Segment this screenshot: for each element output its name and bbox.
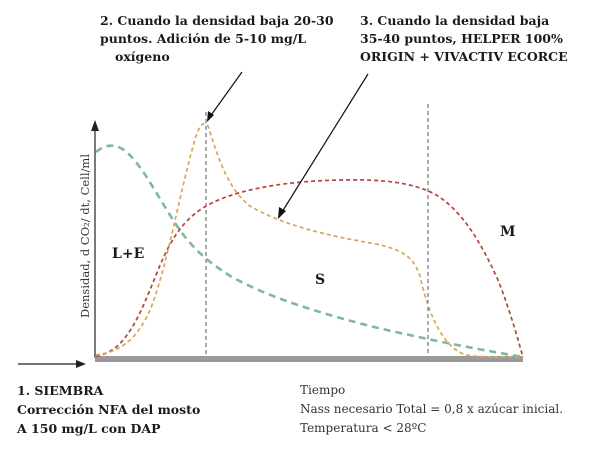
entry-arrowhead bbox=[76, 360, 86, 368]
y-axis-label: Densidad, d CO₂/ dt, Cell/ml bbox=[78, 154, 92, 318]
time-baseline bbox=[95, 356, 523, 362]
annotation-arrow-3 bbox=[281, 73, 369, 213]
step1-line3: A 150 mg/L con DAP bbox=[17, 421, 161, 436]
step2-line2: puntos. Adición de 5-10 mg/L bbox=[100, 31, 307, 46]
phase-label-le: L+E bbox=[112, 246, 145, 262]
step3-line3: ORIGIN + VIVACTIV ECORCE bbox=[360, 49, 568, 64]
step1-line1: 1. SIEMBRA bbox=[17, 383, 104, 398]
step3-line2: 35-40 puntos, HELPER 100% bbox=[360, 31, 563, 46]
step1-line2: Corrección NFA del mosto bbox=[17, 402, 201, 417]
annotation-step-1: 1. SIEMBRA Corrección NFA del mosto A 15… bbox=[17, 381, 200, 438]
step2-line3: oxígeno bbox=[115, 49, 170, 64]
annotation-step-2: 2. Cuando la densidad baja 20-30 puntos.… bbox=[100, 12, 334, 66]
phase-label-m: M bbox=[500, 224, 516, 240]
phase-label-s: S bbox=[315, 272, 326, 288]
red-curve bbox=[95, 178, 524, 358]
orange-curve bbox=[95, 122, 524, 359]
info-temperature: Temperatura < 28ºC bbox=[300, 421, 427, 435]
green-curve bbox=[95, 144, 524, 359]
step2-line1: 2. Cuando la densidad baja 20-30 bbox=[100, 13, 334, 28]
info-time: Tiempo bbox=[300, 383, 346, 397]
annotation-arrowhead-2 bbox=[207, 111, 214, 122]
step3-line1: 3. Cuando la densidad baja bbox=[360, 13, 550, 28]
info-nass: Nass necesario Total = 0,8 x azúcar inic… bbox=[300, 402, 564, 416]
process-info: Tiempo Nass necesario Total = 0,8 x azúc… bbox=[300, 381, 563, 438]
annotation-step-3: 3. Cuando la densidad baja 35-40 puntos,… bbox=[360, 12, 568, 66]
annotation-arrowhead-3 bbox=[278, 207, 286, 219]
annotation-arrow-2 bbox=[208, 71, 243, 119]
y-axis-arrowhead bbox=[91, 120, 99, 131]
